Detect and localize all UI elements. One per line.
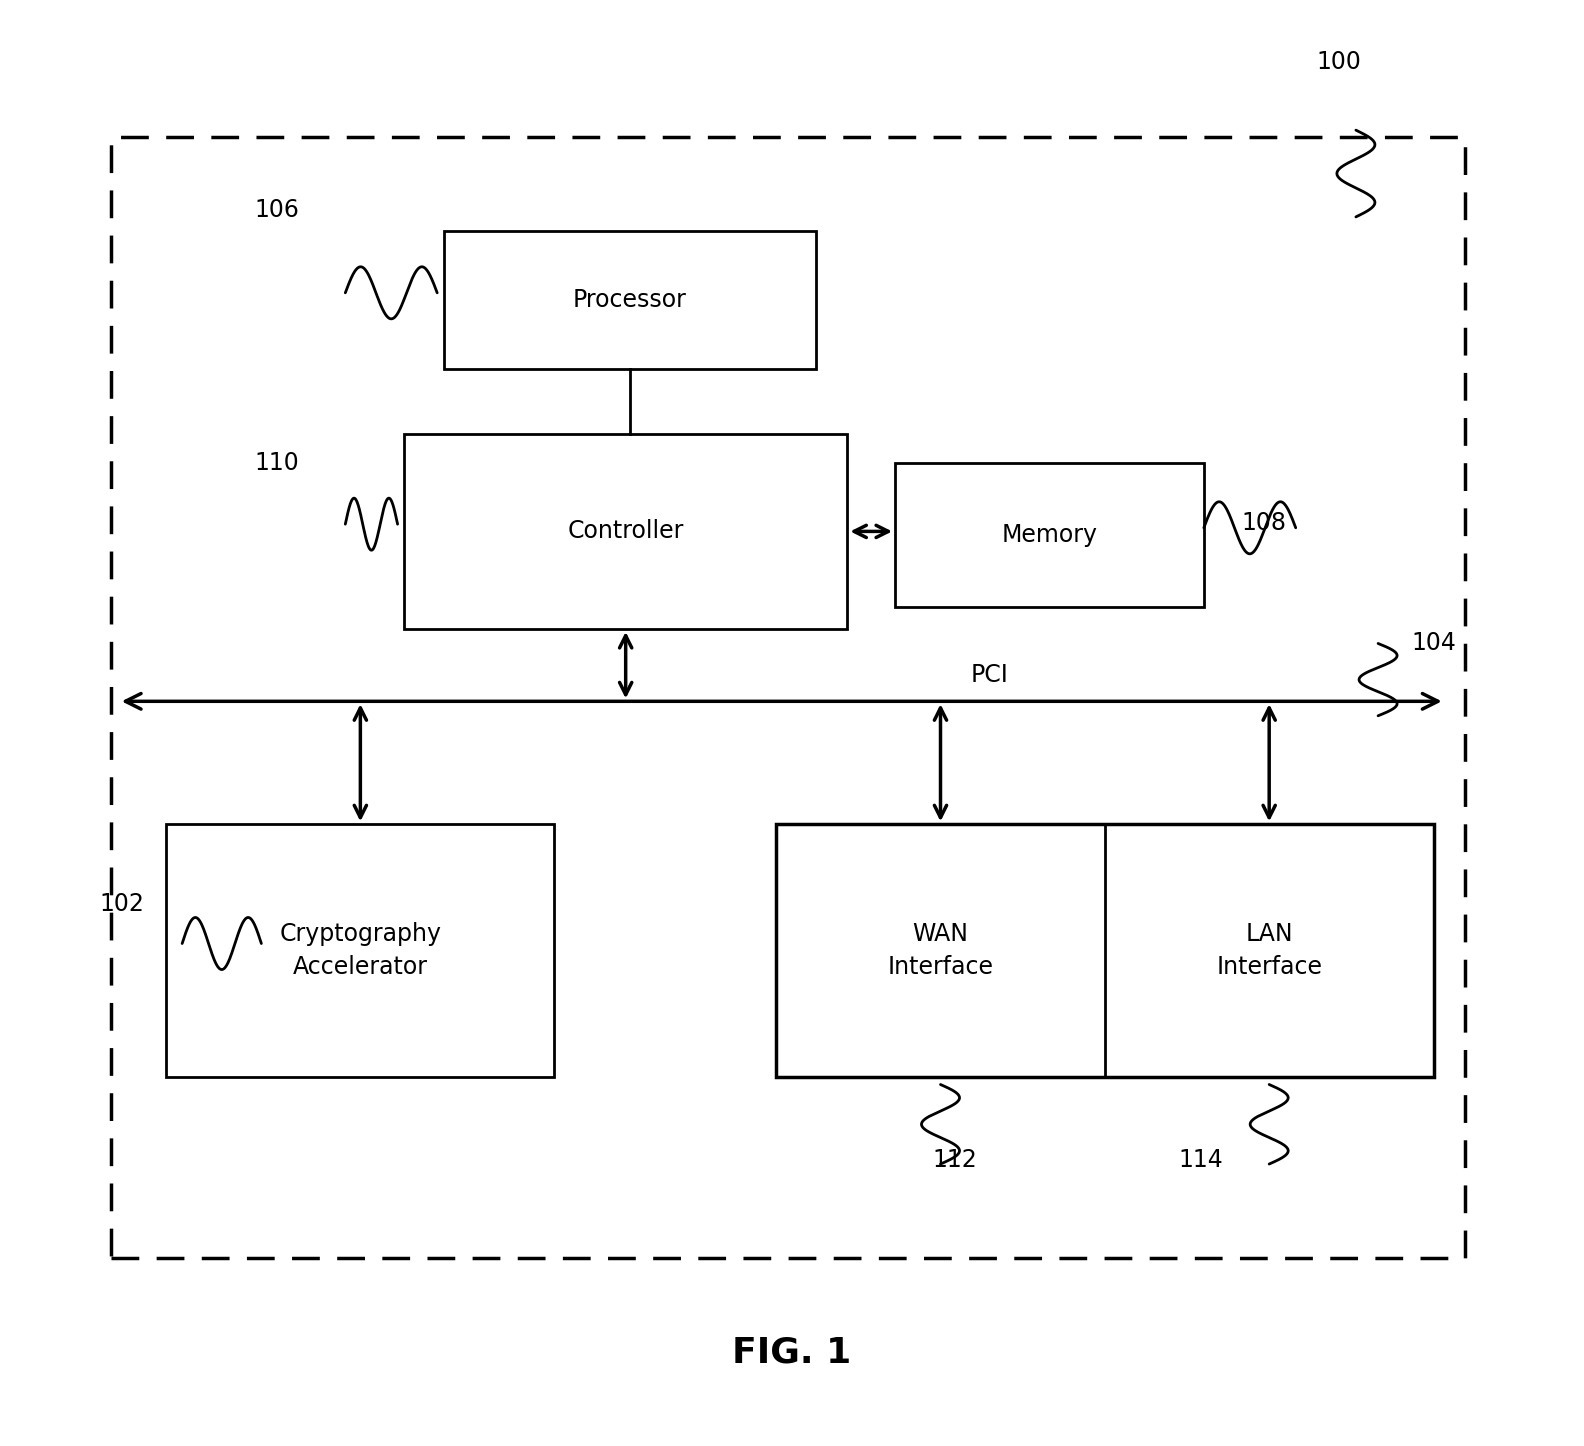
- Text: 112: 112: [933, 1148, 977, 1171]
- Text: 108: 108: [1242, 512, 1286, 535]
- Bar: [404, 434, 847, 629]
- Text: 114: 114: [1178, 1148, 1223, 1171]
- Text: WAN
Interface: WAN Interface: [887, 923, 993, 979]
- Bar: [111, 137, 1465, 1258]
- Text: Cryptography
Accelerator: Cryptography Accelerator: [279, 923, 442, 979]
- Bar: [444, 231, 816, 369]
- Text: 104: 104: [1411, 632, 1456, 655]
- Text: 100: 100: [1316, 51, 1361, 74]
- Text: FIG. 1: FIG. 1: [732, 1335, 852, 1369]
- Bar: [895, 463, 1204, 607]
- Text: PCI: PCI: [971, 664, 1009, 687]
- Text: Memory: Memory: [1001, 523, 1098, 547]
- Bar: [776, 824, 1434, 1077]
- Text: 102: 102: [100, 892, 144, 915]
- Text: Processor: Processor: [573, 288, 686, 312]
- Text: Controller: Controller: [567, 519, 684, 544]
- Bar: [166, 824, 554, 1077]
- Text: 106: 106: [255, 198, 299, 221]
- Text: 110: 110: [255, 451, 299, 474]
- Text: LAN
Interface: LAN Interface: [1217, 923, 1323, 979]
